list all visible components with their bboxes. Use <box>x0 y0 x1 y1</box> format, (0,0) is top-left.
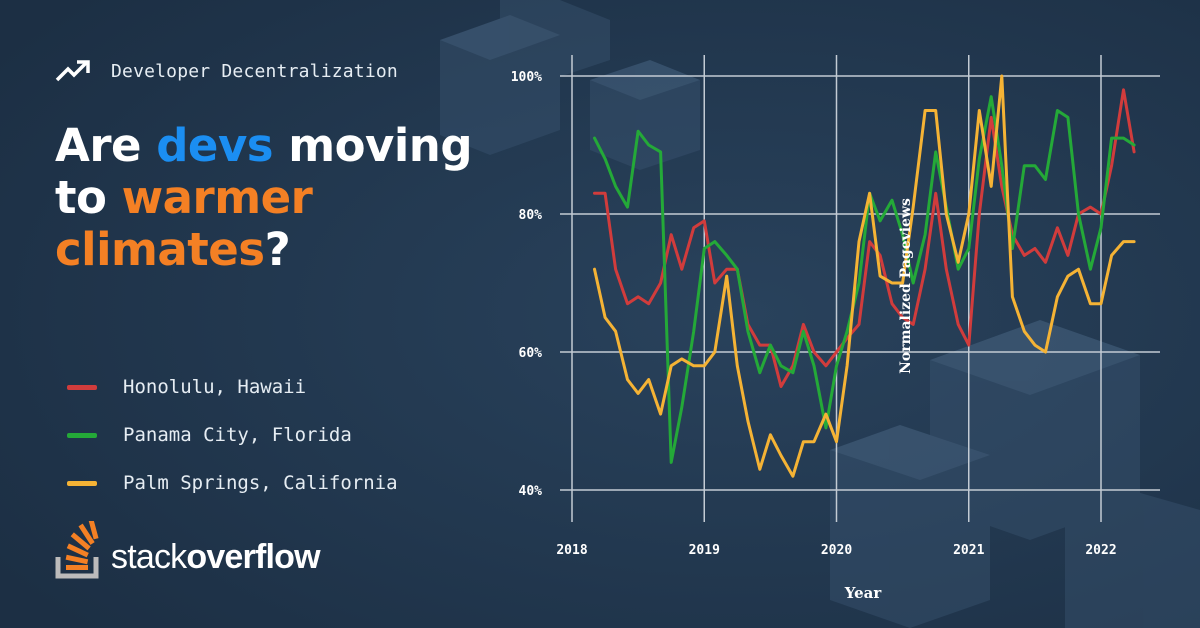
eyebrow-text: Developer Decentralization <box>111 60 398 82</box>
legend-swatch-honolulu <box>67 384 97 390</box>
left-panel: Developer Decentralization Are devs movi… <box>55 0 473 628</box>
chart-legend: Honolulu, Hawaii Panama City, Florida Pa… <box>67 363 398 507</box>
legend-swatch-palm <box>67 480 97 486</box>
x-axis-label: Year <box>844 584 883 602</box>
logo-word-overflow: overflow <box>186 538 320 576</box>
x-tick-labels: 2018 2019 2020 2021 2022 <box>556 543 1116 558</box>
title-part-5: ? <box>264 223 291 276</box>
legend-item-honolulu: Honolulu, Hawaii <box>67 363 398 411</box>
pageviews-line-chart: 2018 2019 2020 2021 2022 40%60%80%100% Year … <box>511 55 1160 602</box>
y-tick-label: 80% <box>519 208 543 223</box>
legend-label-panama: Panama City, Florida <box>123 424 352 446</box>
y-tick-labels: 40% 60% 80% 100% <box>511 70 542 499</box>
legend-swatch-panama <box>67 432 97 438</box>
series-line-honolulu <box>593 88 1136 388</box>
legend-item-palm: Palm Springs, California <box>67 459 398 507</box>
y-tick-label: 100% <box>511 70 542 85</box>
y-tick-label: 60% <box>519 346 543 361</box>
stack-overflow-logo-icon <box>55 521 99 579</box>
y-axis-label: Normalized Pageviews <box>898 198 914 374</box>
x-tick-label: 2020 <box>821 543 852 558</box>
x-tick-label: 2019 <box>689 543 720 558</box>
legend-label-palm: Palm Springs, California <box>123 472 398 494</box>
page-title: Are devs moving to warmer climates? <box>55 120 475 276</box>
series-line-panama <box>593 95 1136 464</box>
legend-label-honolulu: Honolulu, Hawaii <box>123 376 307 398</box>
x-tick-label: 2022 <box>1085 543 1116 558</box>
title-highlight-devs: devs <box>156 119 274 172</box>
trending-up-icon <box>55 60 90 82</box>
title-part-3: moving to <box>55 119 473 224</box>
x-tick-label: 2021 <box>953 543 984 558</box>
chart-grid <box>560 55 1160 522</box>
series-line-palm <box>593 74 1136 478</box>
logo-wordmark: stackoverflow <box>111 535 321 579</box>
legend-item-panama: Panama City, Florida <box>67 411 398 459</box>
logo-word-stack: stack <box>111 538 187 576</box>
stack-overflow-logo: stackoverflow <box>55 521 321 579</box>
title-highlight-warmer: warmer climates <box>55 171 313 276</box>
title-part-1: Are <box>55 119 157 172</box>
y-tick-label: 40% <box>519 484 543 499</box>
eyebrow: Developer Decentralization <box>55 59 398 83</box>
x-tick-label: 2018 <box>556 543 587 558</box>
chart-series <box>593 74 1136 478</box>
